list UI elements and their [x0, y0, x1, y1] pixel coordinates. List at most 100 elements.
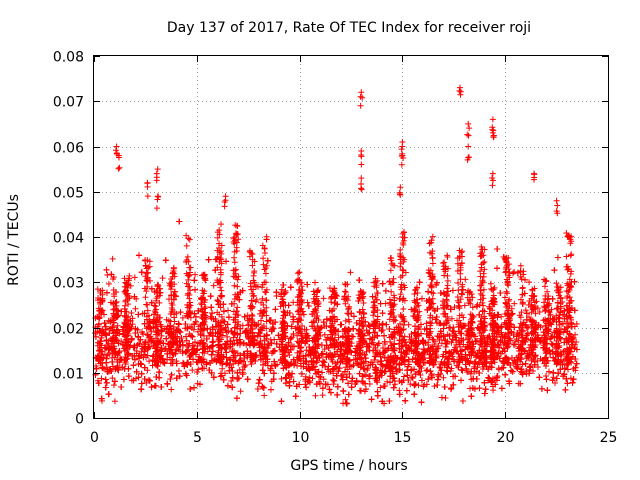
data-point	[153, 373, 160, 380]
data-point	[255, 380, 262, 387]
data-point	[544, 387, 551, 394]
data-point	[573, 360, 580, 367]
data-point	[256, 376, 263, 383]
data-point	[440, 374, 447, 381]
data-point	[138, 269, 145, 276]
data-point	[225, 307, 232, 314]
data-point	[434, 381, 441, 388]
data-point	[363, 348, 370, 355]
data-point	[292, 393, 299, 400]
data-point	[567, 375, 574, 382]
data-point	[103, 379, 110, 386]
data-point	[168, 386, 175, 393]
data-point	[443, 367, 450, 374]
data-point	[494, 265, 501, 272]
data-point	[218, 372, 225, 379]
data-point	[497, 289, 504, 296]
data-point	[288, 334, 295, 341]
data-point	[549, 341, 556, 348]
data-point	[360, 365, 367, 372]
data-point	[331, 377, 338, 384]
data-point	[320, 319, 327, 326]
data-point	[298, 370, 305, 377]
data-point	[128, 335, 135, 342]
data-point	[263, 297, 270, 304]
data-point	[319, 358, 326, 365]
data-point	[257, 317, 264, 324]
data-point	[508, 367, 515, 374]
data-point	[189, 333, 196, 340]
data-point	[434, 376, 441, 383]
data-point	[187, 386, 194, 393]
data-point	[396, 391, 403, 398]
data-point	[530, 368, 537, 375]
data-point	[210, 282, 217, 289]
data-point	[261, 370, 268, 377]
data-point	[489, 378, 496, 385]
data-point	[252, 298, 259, 305]
data-point	[502, 371, 509, 378]
data-point	[378, 328, 385, 335]
data-point	[383, 321, 390, 328]
data-point	[498, 313, 505, 320]
data-point	[321, 346, 328, 353]
data-point	[214, 297, 221, 304]
data-point	[476, 330, 483, 337]
data-point	[409, 375, 416, 382]
data-point	[272, 306, 279, 313]
data-point	[270, 370, 277, 377]
data-point	[403, 387, 410, 394]
data-point	[159, 275, 166, 282]
data-point	[136, 352, 143, 359]
data-point	[277, 303, 284, 310]
data-point	[379, 320, 386, 327]
data-point	[424, 367, 431, 373]
data-point	[164, 380, 171, 387]
data-point	[347, 269, 354, 276]
data-point	[379, 310, 386, 317]
data-point	[319, 392, 326, 399]
data-point	[303, 384, 310, 391]
data-point	[135, 311, 142, 318]
data-point	[163, 316, 170, 323]
data-point	[390, 384, 397, 391]
data-point	[278, 375, 285, 382]
data-point	[235, 375, 242, 382]
data-point	[306, 374, 313, 381]
data-point	[468, 393, 475, 400]
data-point	[151, 382, 158, 389]
data-point	[449, 287, 456, 294]
data-point	[562, 386, 569, 393]
data-point	[289, 370, 296, 377]
data-point	[151, 302, 158, 309]
data-point	[93, 365, 100, 372]
data-point	[485, 374, 492, 381]
data-point	[565, 366, 572, 373]
data-point	[219, 365, 226, 372]
data-point	[138, 380, 145, 387]
data-point	[120, 376, 127, 383]
data-point	[473, 303, 480, 310]
data-point	[237, 388, 244, 395]
data-point	[379, 280, 386, 287]
data-point	[156, 369, 163, 376]
data-point	[145, 376, 152, 383]
data-point	[168, 371, 175, 378]
data-point	[208, 351, 215, 358]
data-point	[416, 279, 423, 286]
data-point	[320, 376, 327, 383]
data-point	[343, 400, 350, 407]
data-point	[259, 367, 266, 374]
data-point	[335, 334, 342, 341]
data-point	[125, 373, 132, 380]
data-point	[329, 376, 336, 383]
data-point	[221, 370, 228, 377]
data-point	[130, 362, 137, 369]
data-point	[404, 367, 411, 374]
data-point	[482, 386, 489, 393]
data-point	[319, 385, 326, 392]
data-point	[229, 374, 236, 381]
data-point	[481, 390, 488, 397]
data-point	[176, 321, 183, 328]
data-point	[244, 312, 251, 319]
